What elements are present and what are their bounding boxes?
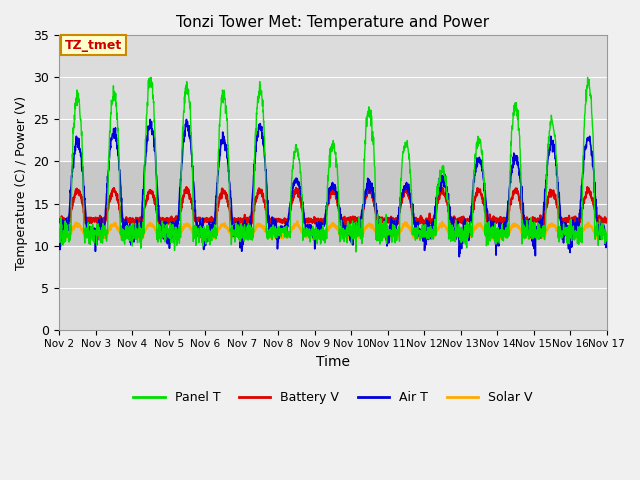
Air T <box>555 189 563 195</box>
Air T <box>361 195 369 201</box>
Battery V <box>235 224 243 229</box>
Line: Solar V: Solar V <box>59 221 607 240</box>
Solar V <box>492 233 500 239</box>
Solar V <box>55 234 63 240</box>
Panel T <box>361 146 369 152</box>
Line: Battery V: Battery V <box>59 187 607 227</box>
Panel T <box>55 229 63 235</box>
Air T <box>570 227 578 233</box>
Solar V <box>349 234 357 240</box>
Solar V <box>293 218 301 224</box>
Solar V <box>231 237 239 242</box>
Solar V <box>208 234 216 240</box>
Panel T <box>352 249 360 255</box>
Battery V <box>349 214 356 219</box>
Solar V <box>603 234 611 240</box>
Line: Panel T: Panel T <box>59 77 607 252</box>
Air T <box>603 235 611 240</box>
Battery V <box>361 197 369 203</box>
Battery V <box>555 209 563 215</box>
Air T <box>208 224 216 229</box>
Air T <box>492 239 500 245</box>
Battery V <box>603 218 611 224</box>
Battery V <box>570 216 577 222</box>
Y-axis label: Temperature (C) / Power (V): Temperature (C) / Power (V) <box>15 96 28 270</box>
Air T <box>55 237 63 243</box>
Battery V <box>584 184 591 190</box>
Air T <box>349 242 356 248</box>
Panel T <box>570 229 578 235</box>
Panel T <box>603 237 611 242</box>
Line: Air T: Air T <box>59 120 607 257</box>
Text: TZ_tmet: TZ_tmet <box>65 38 122 51</box>
Legend: Panel T, Battery V, Air T, Solar V: Panel T, Battery V, Air T, Solar V <box>129 386 538 409</box>
Title: Tonzi Tower Met: Temperature and Power: Tonzi Tower Met: Temperature and Power <box>177 15 490 30</box>
Air T <box>147 117 154 122</box>
X-axis label: Time: Time <box>316 355 350 369</box>
Panel T <box>349 236 356 241</box>
Panel T <box>147 74 155 80</box>
Panel T <box>492 229 500 235</box>
Solar V <box>570 235 578 240</box>
Battery V <box>492 217 500 223</box>
Panel T <box>208 226 216 232</box>
Solar V <box>555 229 563 235</box>
Air T <box>456 254 463 260</box>
Solar V <box>361 226 369 231</box>
Battery V <box>208 216 216 222</box>
Panel T <box>555 232 563 238</box>
Bar <box>59 161 607 246</box>
Battery V <box>55 217 63 223</box>
